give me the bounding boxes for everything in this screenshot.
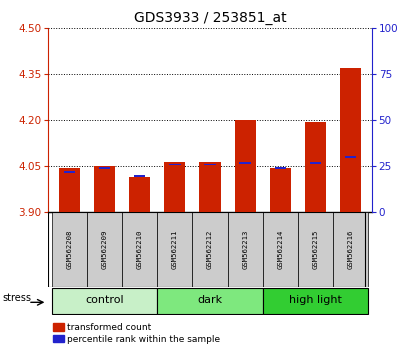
Text: GSM562210: GSM562210 xyxy=(136,230,143,269)
Bar xyxy=(129,177,150,212)
Bar xyxy=(239,162,251,164)
Text: GSM562214: GSM562214 xyxy=(277,230,284,269)
Bar xyxy=(122,212,157,287)
Text: GSM562209: GSM562209 xyxy=(102,230,108,269)
Bar xyxy=(345,156,357,158)
Bar xyxy=(192,212,228,287)
Bar xyxy=(228,212,263,287)
Text: control: control xyxy=(85,295,124,306)
Bar xyxy=(157,288,263,314)
Bar xyxy=(59,168,80,212)
Bar xyxy=(340,68,361,212)
Bar xyxy=(63,171,75,173)
Legend: transformed count, percentile rank within the sample: transformed count, percentile rank withi… xyxy=(53,323,220,344)
Bar xyxy=(157,212,192,287)
Text: GSM562213: GSM562213 xyxy=(242,230,248,269)
Text: GSM562211: GSM562211 xyxy=(172,230,178,269)
Bar xyxy=(164,162,185,212)
Text: high light: high light xyxy=(289,295,342,306)
Bar xyxy=(235,120,256,212)
Text: GSM562208: GSM562208 xyxy=(66,230,72,269)
Bar xyxy=(204,164,216,165)
Bar xyxy=(52,288,157,314)
Text: stress: stress xyxy=(3,293,31,303)
Bar xyxy=(134,175,145,177)
Bar xyxy=(305,122,326,212)
Bar xyxy=(200,162,221,212)
Bar xyxy=(52,212,87,287)
Bar xyxy=(275,167,286,169)
Bar xyxy=(263,212,298,287)
Title: GDS3933 / 253851_at: GDS3933 / 253851_at xyxy=(134,11,286,24)
Bar xyxy=(298,212,333,287)
Bar xyxy=(99,167,110,169)
Text: GSM562215: GSM562215 xyxy=(312,230,318,269)
Bar xyxy=(333,212,368,287)
Text: dark: dark xyxy=(197,295,223,306)
Bar xyxy=(87,212,122,287)
Bar xyxy=(169,164,181,165)
Text: GSM562216: GSM562216 xyxy=(348,230,354,269)
Bar xyxy=(310,162,321,164)
Bar xyxy=(263,288,368,314)
Bar xyxy=(270,168,291,212)
Bar xyxy=(94,166,115,212)
Text: GSM562212: GSM562212 xyxy=(207,230,213,269)
